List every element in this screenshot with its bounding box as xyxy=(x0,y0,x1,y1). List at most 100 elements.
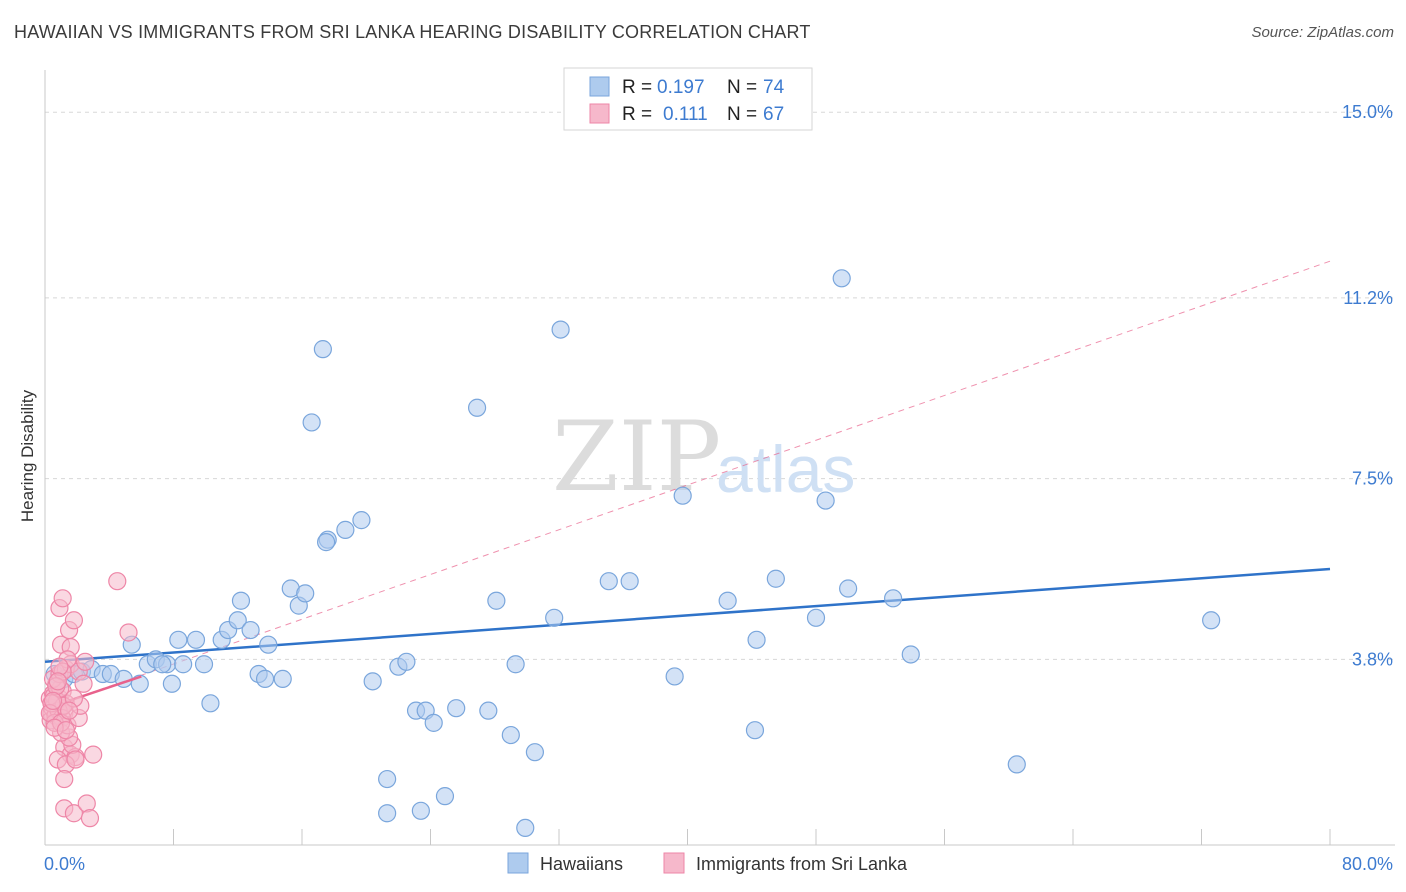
sri-lanka-point xyxy=(48,672,67,691)
hawaiian-point xyxy=(551,320,570,339)
hawaiian-point xyxy=(411,801,430,820)
sri-lanka-point xyxy=(64,611,84,630)
legend-n-value: 74 xyxy=(763,77,785,98)
y-tick-label: 3.8% xyxy=(1352,649,1393,669)
hawaiian-point xyxy=(479,701,498,720)
bottom-legend: Hawaiians Immigrants from Sri Lanka xyxy=(507,852,908,874)
hawaiian-trend-line xyxy=(44,567,1331,664)
legend-n-value: 67 xyxy=(763,104,784,125)
hawaiian-point xyxy=(363,672,382,691)
hawaiian-point xyxy=(901,645,920,664)
gridlines xyxy=(45,111,1395,660)
legend-swatch-sri-lanka xyxy=(589,103,610,124)
hawaiian-point xyxy=(352,511,371,530)
hawaiian-point xyxy=(231,591,251,610)
sri-lanka-point xyxy=(74,674,93,693)
hawaiian-point xyxy=(599,572,618,591)
legend-box: R = 0.197 N = 74 R = 0.111 N = 67 xyxy=(563,67,813,131)
hawaiian-point xyxy=(228,611,247,630)
hawaiian-point xyxy=(516,818,535,838)
legend-swatch-hawaiians xyxy=(589,76,610,97)
sri-lanka-point xyxy=(119,623,138,642)
sri-lanka-point xyxy=(66,750,85,769)
hawaiian-point xyxy=(747,630,766,649)
legend-n-label: N = xyxy=(727,104,757,125)
hawaiian-point xyxy=(174,655,193,674)
hawaiian-point xyxy=(525,743,545,762)
hawaiian-point xyxy=(501,725,520,745)
source-credit: Source: ZipAtlas.com xyxy=(1251,24,1394,41)
hawaiian-point xyxy=(316,533,336,552)
hawaiian-point xyxy=(201,694,220,713)
hawaiian-point xyxy=(169,630,188,649)
hawaiian-point xyxy=(806,608,826,627)
hawaiian-point xyxy=(1202,611,1221,630)
sri-lanka-point xyxy=(77,794,96,813)
hawaiian-point xyxy=(259,635,278,654)
x-tick-label: 80.0% xyxy=(1342,854,1393,874)
y-tick-label: 7.5% xyxy=(1352,469,1393,489)
hawaiian-point xyxy=(255,669,275,688)
sri-lanka-point xyxy=(55,769,74,789)
hawaiian-point xyxy=(718,591,737,610)
hawaiian-point xyxy=(766,569,785,588)
hawaiian-point xyxy=(745,721,765,740)
hawaiian-point xyxy=(620,572,639,591)
hawaiian-point xyxy=(378,769,397,789)
hawaiian-point xyxy=(302,413,321,432)
x-tick-label: 0.0% xyxy=(44,854,85,874)
y-tick-label: 15.0% xyxy=(1342,102,1393,122)
sri-lanka-point xyxy=(108,572,127,591)
axis-tick-labels: 3.8% 7.5% 11.2% 15.0% 0.0% 80.0% xyxy=(44,102,1393,874)
hawaiian-point xyxy=(816,491,835,510)
series-hawaiians xyxy=(45,269,1221,838)
sri-lanka-trend-dashed xyxy=(46,260,1331,709)
hawaiian-point xyxy=(378,804,397,823)
hawaiian-point xyxy=(883,589,903,608)
hawaiian-point xyxy=(296,584,315,603)
legend-r-label: R = xyxy=(622,77,652,98)
series-sri-lanka xyxy=(40,572,138,828)
hawaiian-point xyxy=(447,699,466,718)
bottom-legend-label-hawaiians: Hawaiians xyxy=(540,854,623,874)
hawaiian-point xyxy=(186,630,206,649)
hawaiian-point xyxy=(1007,755,1026,774)
hawaiian-point xyxy=(839,579,858,598)
trend-lines xyxy=(44,260,1331,709)
hawaiian-point xyxy=(435,787,455,806)
legend-n-label: N = xyxy=(727,77,757,98)
sri-lanka-point xyxy=(43,691,63,710)
chart-title: HAWAIIAN VS IMMIGRANTS FROM SRI LANKA HE… xyxy=(14,22,811,42)
watermark-atlas: atlas xyxy=(716,432,855,506)
legend-r-value: 0.111 xyxy=(663,104,708,125)
legend-r-value: 0.197 xyxy=(657,77,705,98)
hawaiian-point xyxy=(487,591,506,610)
hawaiian-point xyxy=(467,398,487,417)
sri-lanka-point xyxy=(76,652,95,671)
hawaiian-point xyxy=(673,486,692,505)
hawaiian-point xyxy=(273,669,292,688)
y-tick-label: 11.2% xyxy=(1343,288,1393,308)
hawaiian-point xyxy=(545,608,564,627)
sri-lanka-point xyxy=(56,721,75,740)
bottom-legend-swatch-sri-lanka xyxy=(663,852,685,874)
sri-lanka-point xyxy=(59,701,79,720)
hawaiian-point xyxy=(424,713,443,732)
sri-lanka-point xyxy=(80,809,100,828)
hawaiian-point xyxy=(397,652,416,671)
hawaiian-point xyxy=(162,674,181,693)
hawaiian-point xyxy=(241,620,260,640)
watermark-zip: ZIP xyxy=(552,401,721,513)
hawaiian-point xyxy=(665,667,684,686)
hawaiian-point xyxy=(336,520,355,539)
bottom-legend-label-sri-lanka: Immigrants from Sri Lanka xyxy=(696,854,908,874)
hawaiian-point xyxy=(153,655,172,674)
legend-r-label: R = xyxy=(622,104,652,125)
hawaiian-point xyxy=(313,340,332,359)
hawaiian-point xyxy=(506,655,525,674)
hawaiian-point xyxy=(832,269,851,288)
sri-lanka-point xyxy=(84,745,103,764)
hawaiian-point xyxy=(194,655,214,674)
bottom-legend-swatch-hawaiians xyxy=(507,852,529,874)
